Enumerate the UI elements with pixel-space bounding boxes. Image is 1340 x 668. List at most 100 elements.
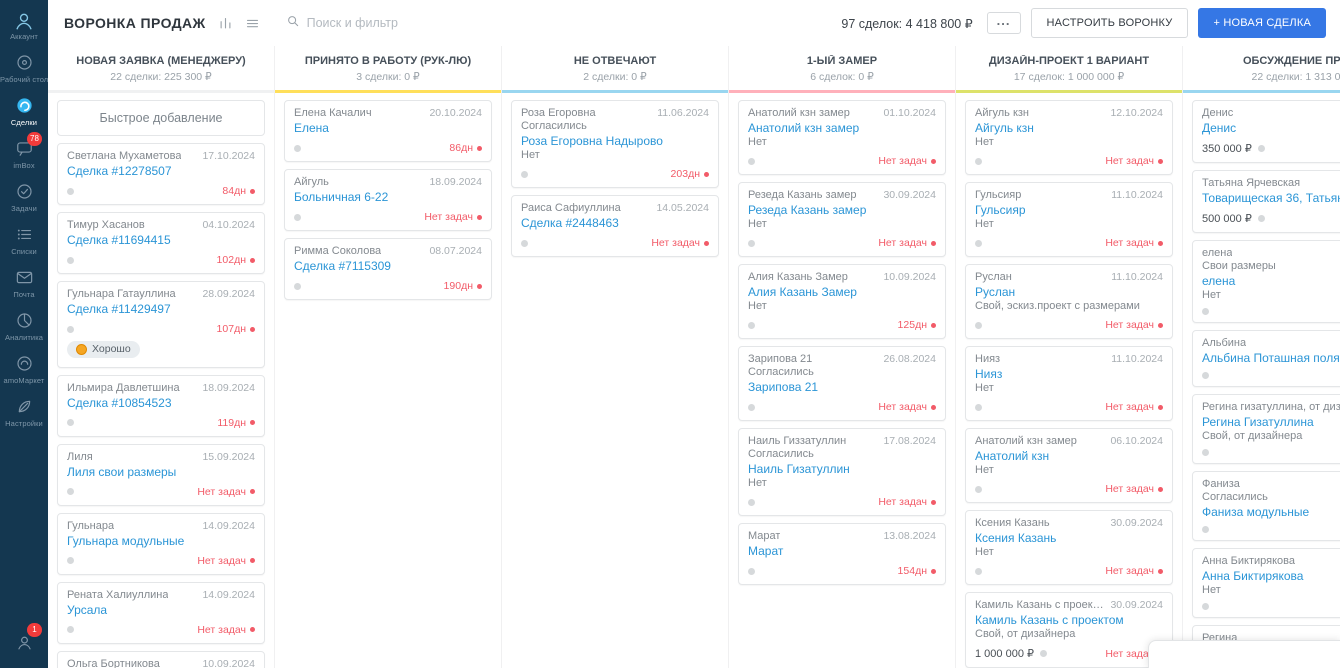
column-header[interactable]: ПРИНЯТО В РАБОТУ (РУК-ЛЮ) 3 сделки: 0 ₽: [275, 46, 501, 93]
setup-funnel-button[interactable]: НАСТРОИТЬ ВОРОНКУ: [1030, 8, 1189, 38]
deal-link[interactable]: Елена: [294, 121, 329, 135]
deal-card[interactable]: Раиса Сафиуллина 14.05.2024 Сделка #2448…: [511, 195, 719, 257]
deal-link[interactable]: Сделка #2448463: [521, 216, 619, 230]
deal-card[interactable]: Гульнара Гатауллина 28.09.2024 Сделка #1…: [57, 281, 265, 368]
deal-card[interactable]: Римма Соколова 08.07.2024 Сделка #711530…: [284, 238, 492, 300]
deal-card[interactable]: Роза Егоровна 11.06.2024 Согласились Роза…: [511, 100, 719, 188]
deal-link[interactable]: Зарипова 21: [748, 380, 819, 394]
deal-contact: Алия Казань Замер: [748, 271, 848, 283]
sidebar-item-settings[interactable]: Настройки: [0, 390, 48, 433]
deal-card[interactable]: Ольга Бортникова 10.09.2024 СогласилисьТ…: [57, 650, 265, 668]
deal-card[interactable]: Денис Денис 350 000 ₽: [1192, 100, 1340, 163]
deal-card[interactable]: Татьяна Ярчевская Товарищеская 36, Татья…: [1192, 170, 1340, 233]
sidebar-item-analytics[interactable]: Аналитика: [0, 304, 48, 347]
deal-link[interactable]: Анатолий кзн замер: [748, 121, 860, 135]
deal-link[interactable]: Алия Казань Замер: [748, 285, 857, 299]
deal-link[interactable]: Анатолий кзн: [975, 449, 1050, 463]
deal-link[interactable]: Ксения Казань: [975, 531, 1057, 545]
column-header[interactable]: ДИЗАЙН-ПРОЕКТ 1 ВАРИАНТ 17 сделок: 1 000…: [956, 46, 1182, 93]
deal-card[interactable]: Руслан 11.10.2024 Руслан Свой, эскиз.прое…: [965, 264, 1173, 339]
deal-link[interactable]: Лиля свои размеры: [67, 464, 177, 479]
deal-card[interactable]: Зарипова 21 26.08.2024 Согласились Зарипо…: [738, 346, 946, 421]
deal-link[interactable]: Гульсияр: [975, 203, 1026, 217]
search-input[interactable]: [306, 16, 567, 30]
deal-link[interactable]: Роза Егоровна Надырово: [521, 134, 663, 148]
deal-card[interactable]: Камиль Казань с проектом 30.09.2024 Ками…: [965, 592, 1173, 668]
deal-link[interactable]: Сделка #12278507: [67, 164, 172, 178]
deal-contact: Анатолий кзн замер: [975, 435, 1077, 447]
search-box[interactable]: [286, 14, 842, 33]
deal-link[interactable]: Сделка #11429497: [67, 302, 171, 316]
deal-card[interactable]: Айгуль кзн 12.10.2024 Айгуль кзн Нет Нет …: [965, 100, 1173, 175]
deal-link[interactable]: Сделка #11694415: [67, 233, 171, 247]
column-header[interactable]: НЕ ОТВЕЧАЮТ 2 сделки: 0 ₽: [502, 46, 728, 93]
deal-link[interactable]: Анна Биктирякова: [1202, 569, 1304, 583]
deal-link[interactable]: Марат: [748, 544, 784, 558]
sidebar-item-mail[interactable]: Почта: [0, 261, 48, 304]
deal-card[interactable]: Альбина Альбина Поташная поляна: [1192, 330, 1340, 387]
deal-link[interactable]: Больничная 6-22: [294, 190, 389, 204]
deal-note: Нет: [975, 136, 994, 148]
column-header[interactable]: 1-ЫЙ ЗАМЕР 6 сделок: 0 ₽: [729, 46, 955, 93]
deal-card[interactable]: Айгуль 18.09.2024 Больничная 6-22 Нет за…: [284, 169, 492, 231]
deal-card[interactable]: Наиль Гиззатуллин 17.08.2024 Согласились…: [738, 428, 946, 516]
deal-card[interactable]: Гульсияр 11.10.2024 Гульсияр Нет Нет зада…: [965, 182, 1173, 257]
column-stats: 2 сделки: 0 ₽: [583, 71, 647, 83]
deal-card[interactable]: Лиля 15.09.2024 Лиля свои размеры Нет за…: [57, 443, 265, 506]
deal-card[interactable]: елена Свои размеры елена Нет: [1192, 240, 1340, 323]
sidebar-item-market[interactable]: amoМаркет: [0, 347, 48, 390]
deal-card[interactable]: Светлана Мухаметова 17.10.2024 Сделка #1…: [57, 143, 265, 205]
column-stats: 6 сделок: 0 ₽: [810, 71, 874, 83]
deal-link[interactable]: Товарищеская 36, Татьяна: [1202, 191, 1340, 205]
sidebar-item-tasks[interactable]: Задачи: [0, 175, 48, 218]
task-status: Нет задач: [651, 237, 709, 249]
column-header[interactable]: НОВАЯ ЗАЯВКА (МЕНЕДЖЕРУ) 22 сделки: 225 …: [48, 46, 274, 93]
deal-card[interactable]: Марат 13.08.2024 Марат 154дн: [738, 523, 946, 585]
sidebar-item-account[interactable]: Аккаунт: [0, 0, 48, 46]
new-deal-button[interactable]: + НОВАЯ СДЕЛКА: [1198, 8, 1326, 38]
deal-link[interactable]: Гульнара модульные: [67, 533, 185, 548]
deal-card[interactable]: Алия Казань Замер 10.09.2024 Алия Казань…: [738, 264, 946, 339]
deal-note: Нет: [748, 300, 767, 312]
quick-add-button[interactable]: Быстрое добавление: [57, 100, 265, 136]
sidebar-item-lists[interactable]: Списки: [0, 218, 48, 261]
deal-link[interactable]: Камиль Казань с проектом: [975, 613, 1124, 627]
deal-card[interactable]: Резеда Казань замер 30.09.2024 Резеда Ка…: [738, 182, 946, 257]
deal-link[interactable]: Сделка #7115309: [294, 259, 391, 273]
deal-link[interactable]: Фаниза модульные: [1202, 505, 1310, 519]
deal-link[interactable]: Урсала: [67, 602, 108, 617]
deal-card[interactable]: Елена Качалич 20.10.2024 Елена 86дн: [284, 100, 492, 162]
column-header[interactable]: ОБСУЖДЕНИЕ ПРО 22 сделки: 1 313 0: [1183, 46, 1340, 93]
deal-link[interactable]: Регина Гизатуллина: [1202, 415, 1314, 429]
deal-card[interactable]: Нияз 11.10.2024 Нияз Нет Нет задач: [965, 346, 1173, 421]
more-button[interactable]: ...: [986, 12, 1021, 34]
deal-link[interactable]: елена: [1202, 274, 1236, 288]
sidebar-item-support[interactable]: 1: [0, 623, 48, 660]
deal-link[interactable]: Сделка #10854523: [67, 395, 172, 410]
funnel-stats-icon[interactable]: [218, 16, 233, 31]
deal-card[interactable]: Анна Биктирякова Анна Биктирякова Нет: [1192, 548, 1340, 618]
deal-link[interactable]: Наиль Гизатуллин: [748, 462, 850, 476]
deal-date: 18.09.2024: [429, 176, 482, 188]
deal-card[interactable]: Рената Халиуллина 14.09.2024 Урсала Нет …: [57, 581, 265, 644]
deal-link[interactable]: Резеда Казань замер: [748, 203, 867, 217]
deal-card[interactable]: Ксения Казань 30.09.2024 Ксения Казань Не…: [965, 510, 1173, 585]
deal-link[interactable]: Альбина Поташная поляна: [1202, 351, 1340, 365]
deal-card[interactable]: Тимур Хасанов 04.10.2024 Сделка #1169441…: [57, 212, 265, 274]
deal-card[interactable]: Регина гизатуллина, от диз Светла Регина…: [1192, 394, 1340, 464]
deal-date: 30.09.2024: [883, 189, 936, 201]
deal-card[interactable]: Анатолий кзн замер 01.10.2024 Анатолий к…: [738, 100, 946, 175]
deal-link[interactable]: Айгуль кзн: [975, 121, 1034, 135]
deal-card[interactable]: Гульнара 14.09.2024 Гульнара модульные Н…: [57, 512, 265, 575]
sidebar-item-inbox[interactable]: imBox 78: [0, 132, 48, 175]
sidebar-item-desktop[interactable]: Рабочий стол: [0, 46, 48, 89]
list-view-icon[interactable]: [245, 16, 260, 31]
deal-card[interactable]: Анатолий кзн замер 06.10.2024 Анатолий к…: [965, 428, 1173, 503]
deal-card[interactable]: Фаниза Согласились Фаниза модульные: [1192, 471, 1340, 541]
sidebar-item-deals[interactable]: Сделки: [0, 89, 48, 132]
deal-link[interactable]: Руслан: [975, 285, 1016, 299]
chat-widget-panel[interactable]: [1148, 640, 1340, 668]
deal-link[interactable]: Нияз: [975, 367, 1003, 381]
deal-card[interactable]: Ильмира Давлетшина 18.09.2024 Сделка #10…: [57, 374, 265, 437]
deal-link[interactable]: Денис: [1202, 121, 1237, 135]
